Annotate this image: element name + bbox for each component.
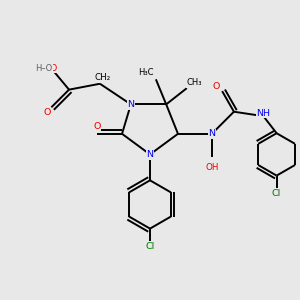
Text: Cl: Cl [146,242,154,251]
Text: O: O [43,108,51,117]
Text: N: N [208,129,215,138]
Text: O: O [213,82,220,91]
Text: H–O: H–O [40,64,57,73]
Text: OH: OH [205,163,219,172]
Text: CH₂: CH₂ [95,74,111,82]
Text: H₃C: H₃C [138,68,153,77]
Text: NH: NH [256,109,270,118]
Text: H–O: H–O [35,64,52,73]
Text: O: O [93,122,101,131]
Text: Cl: Cl [272,189,281,198]
Text: N: N [146,150,154,159]
Text: CH₃: CH₃ [186,78,202,87]
Text: N: N [128,100,134,109]
